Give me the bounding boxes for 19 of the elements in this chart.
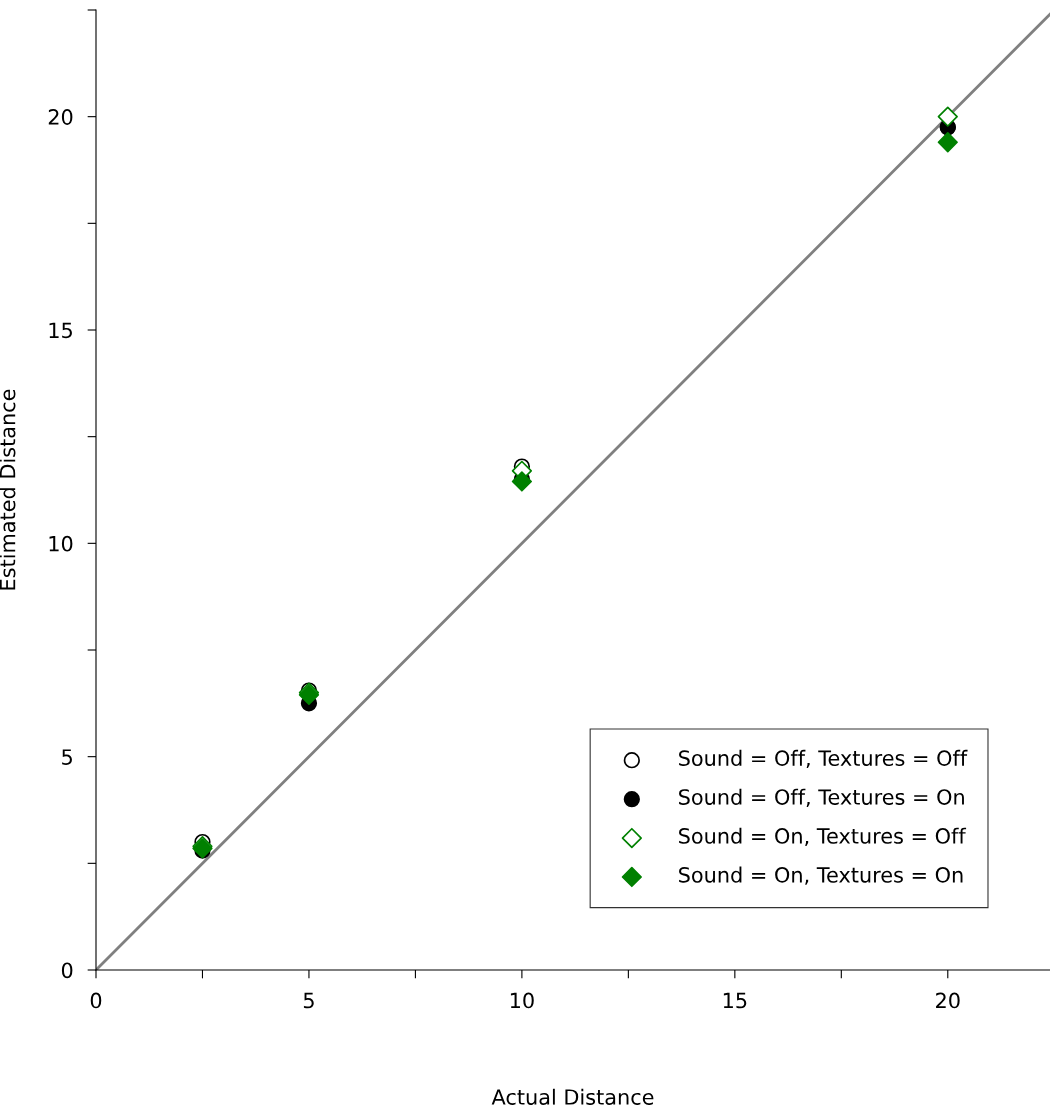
y-tick-label: 15	[49, 322, 72, 339]
x-tick-label: 20	[936, 992, 960, 1009]
x-tick-label: 15	[723, 992, 747, 1009]
x-axis-title: Actual Distance	[491, 1088, 654, 1105]
x-tick-label: 10	[510, 992, 534, 1009]
y-tick-label: 5	[62, 749, 72, 765]
x-tick-label: 0	[90, 992, 102, 1009]
y-tick-label: 20	[48, 109, 73, 125]
point	[937, 106, 958, 127]
point	[511, 471, 533, 492]
y-axis-title: Estimated Distance	[0, 389, 16, 590]
x-tick-label: 5	[303, 992, 314, 1009]
y-tick-label: 0	[61, 962, 73, 979]
legend-label: Sound = On, Textures = On	[679, 866, 963, 885]
legend-label: Sound = Off, Textures = Off	[679, 749, 968, 769]
y-tick-label: 10	[49, 535, 73, 552]
point	[937, 132, 958, 153]
legend-label: Sound = Off, Textures = On	[679, 788, 964, 808]
legend-label: Sound = On, Textures = Off	[679, 827, 967, 846]
